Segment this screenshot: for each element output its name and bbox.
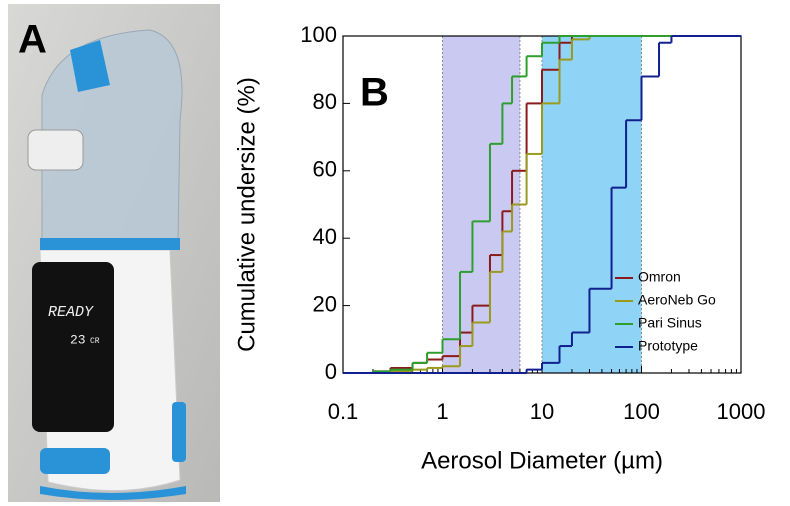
device-side-button bbox=[172, 402, 186, 462]
x-tick-label: 100 bbox=[623, 399, 660, 424]
display-status: READY bbox=[48, 304, 94, 321]
device-nozzle bbox=[70, 40, 110, 92]
panel-label: B bbox=[360, 71, 389, 115]
x-tick-label: 0.1 bbox=[328, 399, 359, 424]
chart: 0 20 40 60 80 100 0.1 1 10 100 1000 Aerosol Diamete… bbox=[233, 22, 766, 475]
legend-label: AeroNeb Go bbox=[638, 292, 716, 308]
shaded-band bbox=[542, 36, 642, 373]
x-axis-label: Aerosol Diameter (µm) bbox=[421, 447, 663, 474]
y-axis-label: Cumulative undersize (%) bbox=[233, 77, 260, 352]
panel-label: A bbox=[18, 18, 47, 62]
x-tick-label: 1000 bbox=[717, 399, 766, 424]
device-mouthpiece bbox=[27, 129, 84, 171]
y-tick-label: 80 bbox=[313, 89, 337, 114]
x-tick-label: 1 bbox=[436, 399, 448, 424]
device-screen bbox=[32, 262, 114, 432]
x-tick-label: 10 bbox=[530, 399, 554, 424]
device-photo: READY 23 CR A bbox=[8, 4, 220, 502]
y-tick-label: 60 bbox=[313, 157, 337, 182]
y-tick-label: 20 bbox=[313, 291, 337, 316]
legend-label: Omron bbox=[638, 269, 681, 285]
display-number: 23 bbox=[70, 332, 86, 347]
y-tick-label: 0 bbox=[325, 359, 337, 384]
y-tick-label: 40 bbox=[313, 224, 337, 249]
legend-label: Pari Sinus bbox=[638, 315, 702, 331]
device-base bbox=[40, 486, 186, 500]
display-unit: CR bbox=[90, 337, 100, 346]
device-button bbox=[40, 448, 110, 474]
shaded-band bbox=[442, 36, 520, 373]
legend-label: Prototype bbox=[638, 338, 698, 354]
device-band bbox=[40, 238, 180, 250]
series bbox=[343, 35, 741, 374]
y-tick-label: 100 bbox=[300, 22, 337, 47]
